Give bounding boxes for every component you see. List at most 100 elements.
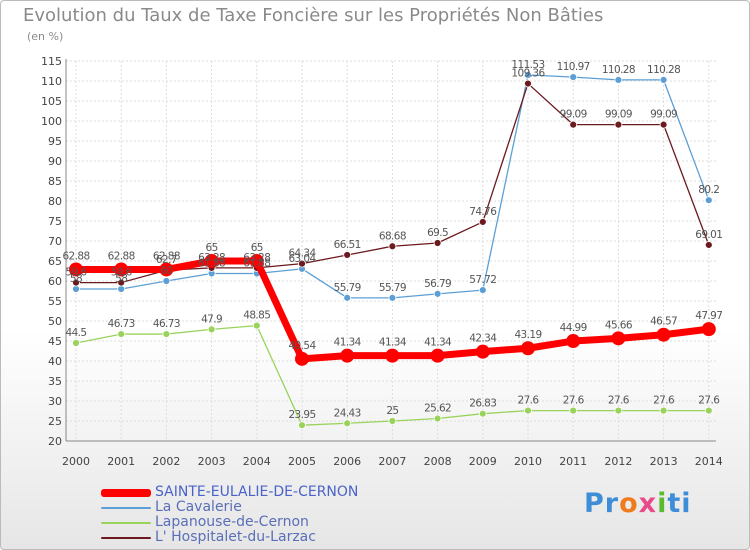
data-label: 64.34 — [288, 248, 316, 260]
data-point — [114, 262, 129, 277]
y-tick-label: 45 — [48, 335, 62, 348]
x-tick-label: 2012 — [604, 455, 632, 468]
data-label: 44.5 — [66, 327, 87, 339]
data-point — [117, 278, 126, 287]
legend-item-hospitalet[interactable]: L' Hospitalet-du-Larzac — [101, 529, 431, 545]
data-point — [117, 330, 126, 338]
data-label: 26.83 — [469, 398, 496, 410]
data-label: 27.6 — [698, 395, 720, 407]
data-label: 65 — [206, 242, 218, 254]
data-point — [475, 344, 490, 359]
y-tick-label: 25 — [48, 415, 62, 428]
data-point — [340, 348, 355, 363]
data-label: 27.6 — [653, 395, 675, 407]
data-point — [69, 262, 83, 277]
data-label: 27.6 — [608, 395, 630, 407]
y-tick-label: 95 — [48, 135, 62, 148]
data-label: 109.36 — [511, 68, 545, 80]
data-point — [611, 331, 626, 346]
data-label: 43.19 — [514, 329, 541, 341]
data-point — [298, 421, 306, 430]
data-point — [659, 120, 668, 129]
y-tick-label: 55 — [48, 295, 62, 308]
x-tick-label: 2001 — [107, 455, 135, 468]
data-label: 24.43 — [334, 407, 361, 419]
data-point — [614, 120, 623, 129]
data-point — [159, 262, 174, 277]
data-label: 110.97 — [557, 61, 590, 73]
data-point — [569, 406, 578, 415]
legend-swatch — [101, 521, 151, 524]
y-axis-unit: (en %) — [27, 30, 64, 43]
data-point — [430, 348, 445, 363]
legend-swatch — [101, 488, 151, 497]
data-label: 110.28 — [647, 64, 680, 76]
data-point — [566, 334, 581, 349]
data-point — [298, 259, 306, 268]
data-label: 63.28 — [198, 252, 225, 264]
data-label: 46.73 — [108, 318, 135, 330]
data-point — [343, 293, 352, 302]
data-point — [614, 406, 623, 415]
x-tick-label: 2008 — [424, 455, 452, 468]
data-label: 41.34 — [379, 337, 407, 349]
x-tick-label: 2009 — [469, 455, 497, 468]
data-label: 60 — [160, 265, 172, 277]
legend-item-la-cavalerie[interactable]: La Cavalerie — [101, 499, 431, 515]
data-label: 25 — [386, 405, 398, 417]
proxiti-logo: Proxiti — [584, 488, 692, 519]
data-label: 63.28 — [243, 252, 270, 264]
data-label: 45.66 — [605, 319, 633, 331]
legend-item-sainte-eulalie[interactable]: SAINTE-EULALIE-DE-CERNON — [101, 484, 431, 500]
legend-item-lapanouse[interactable]: Lapanouse-de-Cernon — [101, 514, 431, 530]
data-point — [524, 79, 532, 88]
data-label: 111.53 — [511, 59, 544, 71]
data-label: 44.99 — [560, 322, 587, 334]
data-label: 68.68 — [379, 230, 406, 242]
data-label: 55.79 — [334, 282, 361, 294]
data-point — [249, 254, 264, 268]
data-point — [388, 293, 397, 302]
data-label: 55.79 — [379, 282, 406, 294]
y-tick-label: 50 — [48, 315, 62, 328]
data-label: 61.88 — [198, 257, 225, 269]
legend-swatch — [101, 506, 151, 509]
data-point — [524, 406, 532, 415]
data-label: 99.09 — [605, 109, 632, 121]
data-label: 110.28 — [602, 64, 635, 76]
data-label: 27.6 — [518, 395, 540, 407]
data-point — [72, 278, 80, 287]
data-point — [659, 406, 668, 415]
y-tick-label: 70 — [48, 235, 62, 248]
data-point — [252, 321, 261, 330]
data-label: 56.79 — [424, 278, 451, 290]
y-tick-label: 40 — [48, 355, 62, 368]
data-point — [659, 75, 668, 84]
y-tick-label: 115 — [41, 55, 62, 68]
data-label: 23.95 — [288, 409, 315, 421]
data-label: 57.72 — [469, 274, 496, 286]
data-label: 65 — [251, 242, 263, 254]
y-tick-label: 20 — [48, 435, 62, 448]
data-point — [569, 73, 578, 82]
data-point — [704, 196, 713, 205]
data-point — [656, 327, 671, 342]
data-point — [433, 239, 442, 247]
data-point — [704, 241, 713, 249]
data-point — [478, 409, 487, 418]
data-point — [343, 251, 352, 259]
x-tick-label: 2000 — [62, 455, 90, 468]
y-tick-label: 100 — [41, 115, 62, 128]
y-tick-label: 105 — [41, 95, 62, 108]
data-labels: 44.5 46.73 46.73 47.9 48.85 23.95 24.43 25 25.62… — [62, 59, 722, 421]
data-point — [478, 218, 487, 226]
data-point — [385, 348, 400, 363]
data-point — [521, 341, 535, 356]
data-point — [524, 70, 532, 79]
data-label: 62.88 — [153, 250, 180, 262]
chart-title: Evolution du Taux de Taxe Foncière sur l… — [23, 5, 604, 26]
data-label: 61.88 — [243, 257, 270, 269]
data-label: 58 — [70, 273, 82, 285]
data-label: 74.76 — [469, 206, 497, 218]
